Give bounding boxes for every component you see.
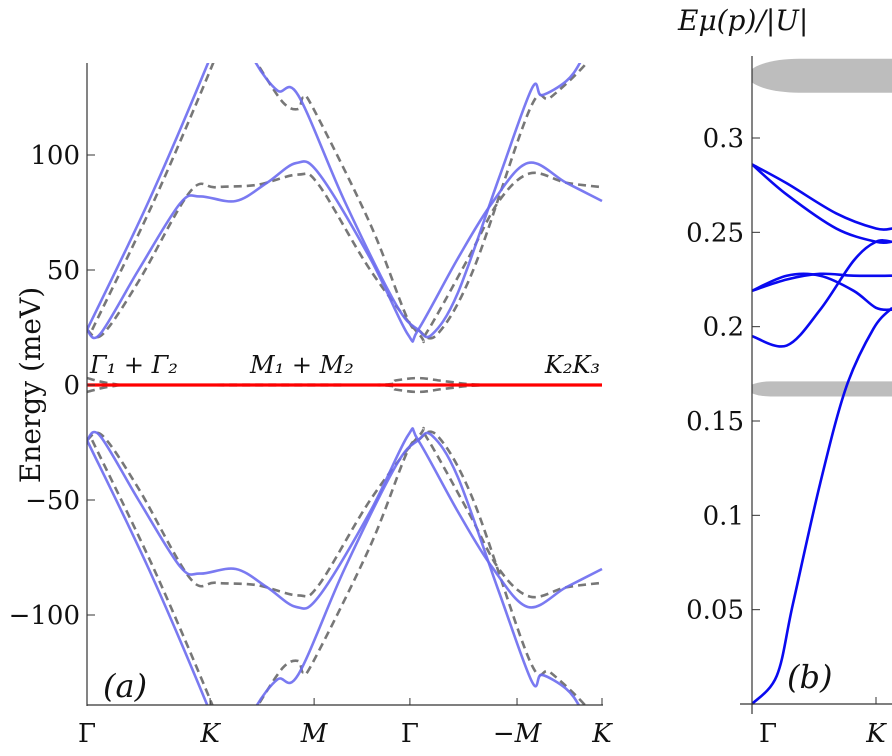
panel-b-label: (b) [787,658,832,696]
y-tick-label: 0.2 [703,313,744,343]
panel-b-y-label: Eμ(p)/|U| [677,4,808,37]
series-solid-2 [87,160,603,343]
lower-continuum [752,381,892,397]
panel-a-label: (a) [103,667,147,705]
series-dashed-2-neg [87,426,603,599]
annotation-gamma: Γ₁ + Γ₂ [89,351,178,379]
y-tick-label: −100 [9,601,80,631]
series-band-6 [752,163,892,245]
y-tick-label: −50 [25,486,80,516]
series-band-4 [752,272,892,312]
y-tick-label: 0.1 [703,501,744,531]
series-band-5 [752,163,892,231]
x-tick-label: K [865,719,887,749]
panel-a: 100 50 0 −50 −100 Γ K M Γ −M K Energy (meV) Γ₁ + Γ… [9,63,614,749]
y-tick-label: 0.05 [686,596,744,626]
panel-b-curves [752,58,892,705]
series-solid-3 [254,63,582,339]
panel-a-curves [87,63,603,705]
series-dashed-3 [255,63,589,340]
series-solid-2-neg [87,427,603,610]
y-tick-label: 0 [63,371,80,401]
series-dashed-2 [87,171,603,344]
panel-b-ticks: 0.05 0.1 0.15 0.2 0.25 0.3 Γ K [686,124,887,749]
y-tick-label: 0.3 [703,124,744,154]
x-tick-label: K [591,719,613,749]
x-tick-label: Γ [78,719,96,749]
series-dashed-1 [90,63,215,331]
series-solid-1-neg [87,439,209,705]
panel-a-ticks: 100 50 0 −50 −100 Γ K M Γ −M K [9,141,614,749]
series-band-1 [752,306,892,705]
x-tick-label: −M [493,719,543,749]
annotation-k: K₂K₃ [544,351,600,379]
x-tick-label: K [199,719,221,749]
y-tick-label: 0.15 [686,407,744,437]
series-dashed-3-neg [256,430,587,705]
x-tick-label: M [300,719,329,749]
series-solid-1 [87,63,210,331]
y-tick-label: 0.25 [686,218,744,248]
y-tick-label: 100 [30,141,80,171]
y-tick-label: 50 [47,256,80,286]
series-band-3 [752,272,892,293]
series-dashed-1-neg [90,439,214,705]
upper-continuum [752,58,892,93]
x-tick-label: Γ [401,719,419,749]
x-tick-label: Γ [759,719,777,749]
panel-a-y-label: Energy (meV) [14,287,47,483]
panel-b: 0.05 0.1 0.15 0.2 0.25 0.3 Γ K Eμ(p)/|U| (b) [677,4,892,749]
annotation-m: M₁ + M₂ [249,351,354,379]
series-solid-3-neg [255,431,581,705]
